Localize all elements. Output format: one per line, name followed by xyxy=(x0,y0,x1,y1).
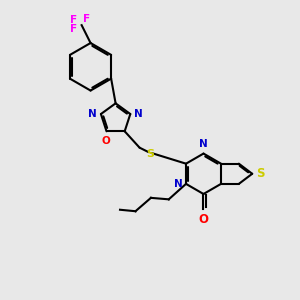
Text: S: S xyxy=(146,148,154,159)
Text: O: O xyxy=(101,136,110,146)
Text: S: S xyxy=(256,167,265,180)
Text: N: N xyxy=(199,140,208,149)
Text: F: F xyxy=(70,15,77,25)
Text: N: N xyxy=(134,109,143,119)
Text: F: F xyxy=(83,14,91,24)
Text: N: N xyxy=(174,179,182,189)
Text: F: F xyxy=(70,24,77,34)
Text: N: N xyxy=(88,109,97,119)
Text: O: O xyxy=(199,213,208,226)
